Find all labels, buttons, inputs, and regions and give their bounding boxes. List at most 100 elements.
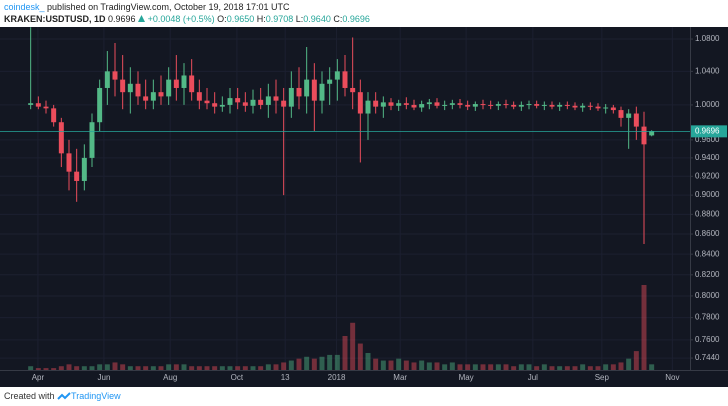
brand[interactable]: TradingView: [71, 391, 121, 401]
candle-body: [503, 104, 509, 106]
candle-body: [43, 106, 49, 109]
volume-bar: [35, 368, 41, 370]
volume-bar: [503, 364, 509, 370]
candle-body: [311, 79, 317, 101]
y-tick-label: 0.9400: [695, 153, 720, 162]
y-tick-label: 0.9600: [695, 135, 720, 144]
candle-body: [35, 103, 41, 107]
y-tick-label: 0.9200: [695, 171, 720, 180]
volume-bar: [465, 364, 471, 370]
up-arrow: [138, 15, 146, 22]
x-tick-label: Oct: [231, 373, 244, 382]
volume-bar: [457, 364, 463, 370]
candle-body: [603, 107, 609, 109]
volume-bar: [411, 362, 417, 370]
volume-bar: [649, 364, 655, 370]
volume-bar: [242, 366, 248, 370]
candle-body: [265, 96, 271, 105]
volume-bar: [449, 362, 455, 370]
candle-body: [411, 104, 417, 108]
volume-bar: [189, 366, 195, 370]
volume-bar: [181, 364, 187, 370]
candle-body: [120, 79, 126, 93]
volume-bar: [334, 354, 340, 370]
candle-body: [288, 87, 294, 107]
volume-bar: [564, 366, 570, 370]
volume-bar: [641, 285, 647, 370]
open-label: O:: [217, 14, 227, 24]
candle-body: [380, 102, 386, 107]
candle-body: [572, 105, 578, 108]
volume-bar: [403, 360, 409, 370]
volume-bar: [81, 366, 87, 370]
last-price: 0.9696: [108, 14, 136, 24]
candle-body: [557, 104, 563, 107]
candle-body: [258, 99, 264, 105]
candle-body: [488, 104, 494, 106]
candle-body: [541, 104, 547, 106]
volume-bar: [112, 362, 118, 370]
volume-bar: [28, 366, 34, 370]
volume-bar: [150, 366, 156, 370]
volume-bar: [127, 366, 133, 370]
candle-body: [419, 104, 425, 108]
volume-bar: [610, 364, 616, 370]
volume-bar: [296, 358, 302, 370]
candle-body: [342, 71, 348, 88]
candle-body: [511, 104, 517, 107]
volume-bar: [488, 364, 494, 370]
volume-bar: [373, 358, 379, 370]
x-tick-label: 2018: [328, 373, 346, 382]
volume-bar: [426, 362, 432, 370]
close: 0.9696: [342, 14, 370, 24]
candle-body: [610, 107, 616, 111]
candle-body: [357, 92, 363, 114]
candle-body: [74, 171, 80, 181]
volume-bar: [342, 336, 348, 370]
volume-bar: [587, 366, 593, 370]
author[interactable]: coindesk_: [4, 2, 45, 12]
x-tick-label: Sep: [595, 373, 610, 382]
candle-body: [135, 83, 141, 97]
volume-bar: [365, 353, 371, 370]
candle-body: [564, 104, 570, 106]
y-tick-label: 0.7800: [695, 313, 720, 322]
volume-bar: [173, 364, 179, 370]
candle-body: [112, 71, 118, 80]
y-tick-label: 0.8600: [695, 229, 720, 238]
candle-body: [242, 102, 248, 106]
volume-bar: [51, 368, 57, 370]
candle-body: [235, 98, 241, 103]
candle-body: [334, 71, 340, 80]
volume-bar: [580, 364, 586, 370]
candle-body: [81, 157, 87, 181]
price-label-box: [691, 125, 727, 138]
candle-body: [618, 110, 624, 118]
candle-body: [641, 126, 647, 145]
volume-bar: [396, 358, 402, 370]
volume-bar: [541, 364, 547, 370]
candle-body: [204, 100, 210, 104]
volume-bar: [304, 356, 310, 370]
volume-bar: [380, 360, 386, 370]
publish-line: coindesk_ published on TradingView.com, …: [4, 2, 290, 12]
candle-body: [227, 98, 233, 105]
candle-body: [319, 83, 325, 101]
candle-body: [89, 122, 95, 158]
volume-bar: [265, 364, 271, 370]
volume-bar: [626, 358, 632, 370]
y-tick-label: 1.0800: [695, 34, 720, 43]
candle-body: [296, 87, 302, 97]
candle-body: [373, 100, 379, 107]
logo[interactable]: [57, 391, 71, 402]
candle-body: [143, 96, 149, 101]
y-tick-label: 0.7600: [695, 335, 720, 344]
candle-body: [97, 87, 103, 123]
volume-bar: [549, 366, 555, 370]
x-tick-label: Nov: [665, 373, 679, 382]
candle-body: [181, 75, 187, 88]
symbol: KRAKEN:USDTUSD, 1D: [4, 14, 106, 24]
candle-body: [495, 104, 501, 106]
candle-body: [595, 106, 601, 109]
